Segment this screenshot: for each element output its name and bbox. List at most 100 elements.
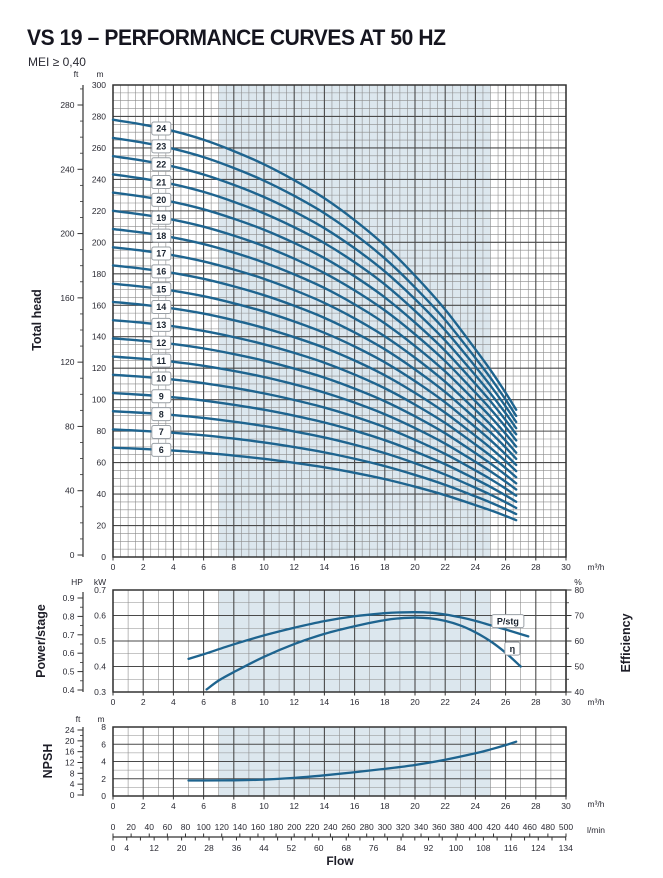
svg-text:26: 26: [501, 697, 511, 707]
svg-text:23: 23: [156, 142, 166, 152]
svg-text:80: 80: [97, 426, 107, 436]
stage-12-curve: [111, 337, 518, 485]
svg-text:28: 28: [531, 562, 541, 572]
stage-11-curve: [111, 355, 518, 491]
svg-text:200: 200: [287, 822, 301, 832]
power-kw-unit: kW: [93, 577, 107, 587]
svg-text:18: 18: [156, 231, 166, 241]
svg-text:14: 14: [320, 562, 330, 572]
stage-21-label: 21: [151, 175, 172, 190]
svg-text:8: 8: [231, 801, 236, 811]
svg-text:52: 52: [287, 843, 297, 853]
svg-text:60: 60: [314, 843, 324, 853]
svg-text:0: 0: [101, 552, 106, 562]
svg-text:200: 200: [60, 229, 74, 239]
svg-text:280: 280: [60, 100, 74, 110]
svg-text:12: 12: [289, 562, 299, 572]
svg-text:0: 0: [111, 697, 116, 707]
svg-text:26: 26: [501, 801, 511, 811]
svg-text:160: 160: [60, 293, 74, 303]
svg-text:120: 120: [60, 357, 74, 367]
svg-text:14: 14: [320, 801, 330, 811]
svg-text:19: 19: [156, 213, 166, 223]
stage-8-label: 8: [151, 407, 172, 422]
svg-text:10: 10: [156, 374, 166, 384]
svg-text:24: 24: [471, 562, 481, 572]
svg-text:120: 120: [92, 363, 106, 373]
svg-text:18: 18: [380, 562, 390, 572]
svg-text:180: 180: [92, 269, 106, 279]
svg-text:70: 70: [575, 611, 585, 621]
stage-23-label: 23: [151, 139, 172, 154]
efficiency-curve: [205, 616, 522, 691]
svg-text:24: 24: [471, 801, 481, 811]
svg-text:16: 16: [350, 562, 360, 572]
svg-text:60: 60: [97, 458, 107, 468]
svg-text:20: 20: [410, 697, 420, 707]
svg-text:2: 2: [141, 562, 146, 572]
efficiency-pct-unit: %: [574, 577, 582, 587]
svg-text:0: 0: [70, 790, 75, 800]
svg-text:240: 240: [323, 822, 337, 832]
stage-13-curve: [111, 318, 518, 479]
svg-text:4: 4: [101, 757, 106, 767]
svg-text:0.6: 0.6: [94, 611, 106, 621]
svg-text:22: 22: [440, 697, 450, 707]
svg-text:120: 120: [215, 822, 229, 832]
svg-text:240: 240: [60, 164, 74, 174]
svg-text:100: 100: [449, 843, 463, 853]
svg-text:10: 10: [259, 562, 269, 572]
svg-text:320: 320: [396, 822, 410, 832]
svg-text:20: 20: [126, 822, 136, 832]
mei-rating: MEI ≥ 0,40: [28, 55, 86, 69]
efficiency-axis-title: Efficiency: [619, 613, 633, 673]
svg-text:40: 40: [145, 822, 155, 832]
svg-text:16: 16: [350, 697, 360, 707]
page-title: VS 19 – PERFORMANCE CURVES AT 50 HZ: [27, 26, 446, 51]
head-axis-title: Total head: [30, 289, 44, 351]
svg-text:16: 16: [156, 267, 166, 277]
svg-text:20: 20: [65, 736, 75, 746]
stage-19-curve: [111, 209, 518, 442]
svg-text:220: 220: [305, 822, 319, 832]
svg-text:124: 124: [531, 843, 545, 853]
stage-15-label: 15: [151, 282, 172, 297]
stage-18-label: 18: [151, 228, 172, 243]
svg-text:0: 0: [111, 801, 116, 811]
svg-text:40: 40: [65, 486, 75, 496]
svg-text:6: 6: [201, 801, 206, 811]
svg-text:24: 24: [65, 725, 75, 735]
stage-24-label: 24: [151, 121, 172, 136]
svg-text:340: 340: [414, 822, 428, 832]
svg-text:28: 28: [531, 697, 541, 707]
svg-text:0.9: 0.9: [63, 593, 75, 603]
svg-text:21: 21: [156, 177, 166, 187]
stage-19-label: 19: [151, 210, 172, 225]
svg-text:460: 460: [523, 822, 537, 832]
svg-text:0.5: 0.5: [94, 636, 106, 646]
svg-text:30: 30: [561, 562, 571, 572]
svg-text:380: 380: [450, 822, 464, 832]
svg-text:17: 17: [156, 249, 166, 259]
svg-text:14: 14: [156, 302, 166, 312]
svg-text:4: 4: [171, 697, 176, 707]
stage-9-curve: [111, 391, 518, 503]
svg-text:0: 0: [111, 562, 116, 572]
svg-text:40: 40: [97, 489, 107, 499]
svg-text:60: 60: [163, 822, 173, 832]
svg-text:4: 4: [70, 779, 75, 789]
svg-text:η: η: [510, 644, 516, 654]
svg-text:0: 0: [111, 822, 116, 832]
svg-text:8: 8: [231, 562, 236, 572]
svg-text:180: 180: [269, 822, 283, 832]
svg-text:2: 2: [101, 774, 106, 784]
svg-text:8: 8: [231, 697, 236, 707]
curve-label-eta: η: [504, 641, 521, 656]
stage-17-curve: [111, 246, 518, 454]
svg-text:18: 18: [380, 801, 390, 811]
svg-text:220: 220: [92, 206, 106, 216]
svg-text:4: 4: [171, 801, 176, 811]
svg-text:80: 80: [181, 822, 191, 832]
svg-text:6: 6: [201, 697, 206, 707]
